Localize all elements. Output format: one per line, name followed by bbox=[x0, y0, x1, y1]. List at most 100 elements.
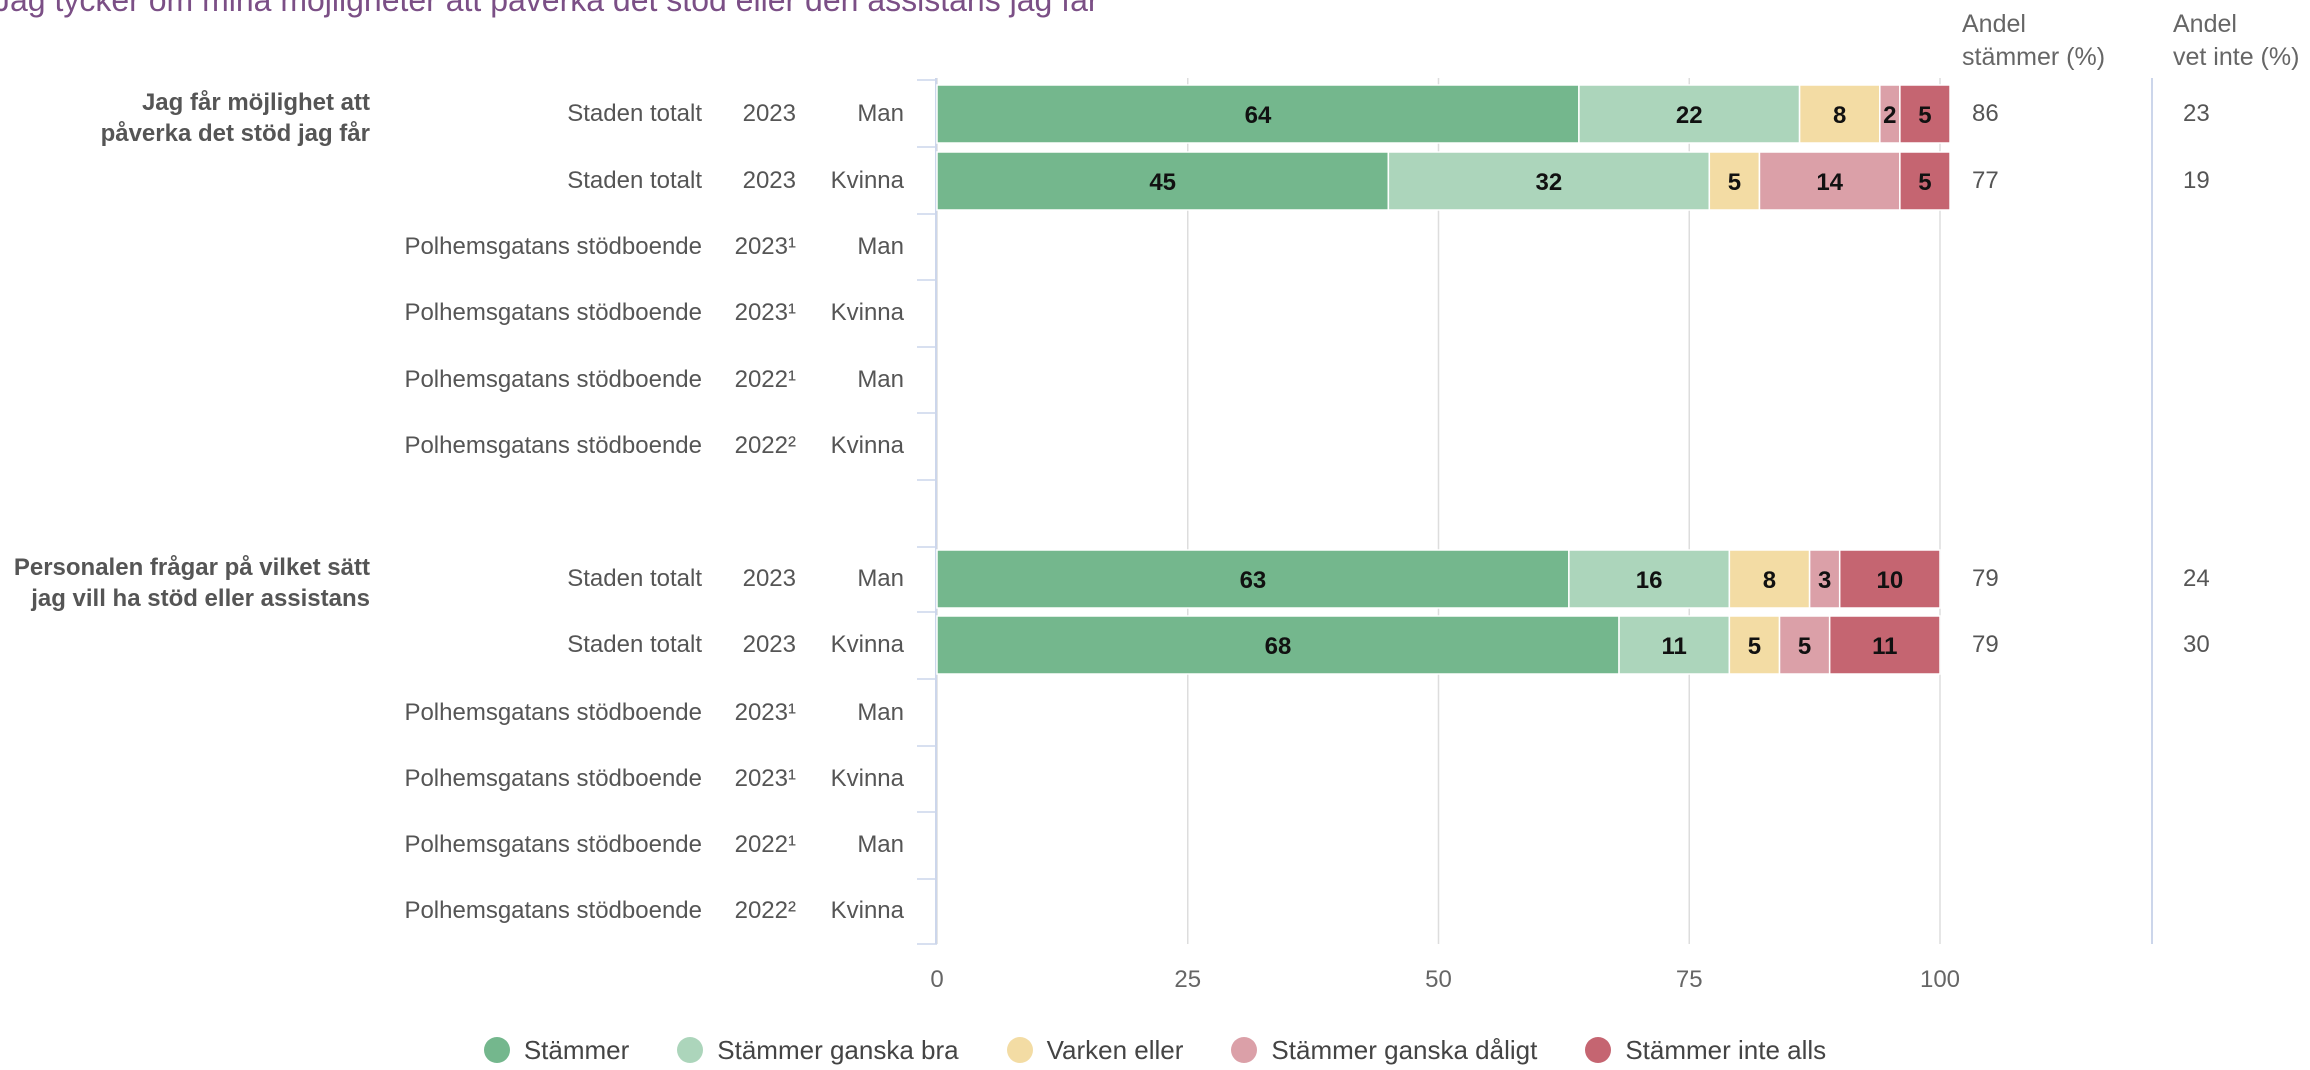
row-label-gender: Man bbox=[857, 233, 904, 260]
row-label-gender: Man bbox=[857, 565, 904, 592]
row-label-unit: Staden totalt bbox=[567, 167, 702, 194]
legend-marker bbox=[1006, 1037, 1033, 1063]
legend-item-stammer[interactable]: Stämmer bbox=[483, 1035, 629, 1066]
x-tick-label: 0 bbox=[930, 966, 943, 993]
row-label-gender: Kvinna bbox=[830, 765, 904, 792]
row-label-gender: Man bbox=[857, 100, 904, 127]
legend: Stämmer Stämmer ganska bra Varken eller … bbox=[0, 1030, 2310, 1070]
bar-data-label: 3 bbox=[1818, 567, 1831, 594]
bar-segment bbox=[1387, 151, 1711, 211]
row-label-gender: Kvinna bbox=[830, 432, 904, 459]
legend-marker bbox=[1585, 1037, 1612, 1063]
row-label-unit: Polhemsgatans stödboende bbox=[404, 699, 702, 726]
stat-andel-vet-inte: 30 bbox=[2183, 631, 2210, 658]
row-label-year: 2023 bbox=[742, 631, 796, 658]
bar-data-label: 8 bbox=[1833, 102, 1846, 129]
row-label-unit: Polhemsgatans stödboende bbox=[404, 765, 702, 792]
row-label-year: 2023 bbox=[742, 100, 796, 127]
legend-label: Stämmer ganska dåligt bbox=[1271, 1034, 1538, 1065]
question-title-line: Personalen frågar på vilket sätt bbox=[13, 554, 370, 581]
bar-data-label: 5 bbox=[1728, 169, 1741, 196]
row-label-gender: Kvinna bbox=[830, 897, 904, 924]
column-header-line: Andel bbox=[2173, 10, 2237, 38]
bar-segment bbox=[1778, 615, 1831, 675]
row-label-gender: Man bbox=[857, 831, 904, 858]
row-label-year: 2022¹ bbox=[734, 831, 796, 858]
row-label-year: 2023 bbox=[742, 167, 796, 194]
bar-segment bbox=[1568, 549, 1731, 609]
bar-data-label: 16 bbox=[1636, 567, 1663, 594]
bar-data-label: 32 bbox=[1535, 169, 1562, 196]
row-label-year: 2022² bbox=[734, 432, 796, 459]
legend-item-stammer-inte-alls[interactable]: Stämmer inte alls bbox=[1585, 1035, 1826, 1066]
bar-data-label: 5 bbox=[1918, 169, 1931, 196]
bar-segment bbox=[1828, 615, 1941, 675]
row-label-year: 2023¹ bbox=[734, 299, 796, 326]
bar-segment bbox=[1838, 549, 1941, 609]
row-label-year: 2023 bbox=[742, 565, 796, 592]
column-header-line: stämmer (%) bbox=[1962, 43, 2106, 71]
column-header-andel-vet-inte: Andel vet inte (%) bbox=[2173, 8, 2299, 74]
legend-item-stammer-ganska-bra[interactable]: Stämmer ganska bra bbox=[677, 1035, 959, 1066]
legend-item-stammer-ganska-daligt[interactable]: Stämmer ganska dåligt bbox=[1231, 1035, 1537, 1066]
bar-data-label: 14 bbox=[1816, 169, 1843, 196]
row-label-unit: Staden totalt bbox=[567, 100, 702, 127]
bar-segment bbox=[1708, 151, 1761, 211]
row-label-unit: Polhemsgatans stödboende bbox=[404, 233, 702, 260]
bar-data-label: 22 bbox=[1676, 102, 1703, 129]
stat-andel-stammer: 77 bbox=[1972, 167, 1999, 194]
bar-data-label: 63 bbox=[1240, 567, 1267, 594]
column-header-line: Andel bbox=[1962, 10, 2026, 38]
row-label-unit: Staden totalt bbox=[567, 631, 702, 658]
bar-segment bbox=[1728, 549, 1811, 609]
bar-data-label: 5 bbox=[1748, 633, 1761, 660]
legend-marker bbox=[1231, 1037, 1258, 1063]
question-title: Jag får möjlighet att påverka det stöd ja… bbox=[10, 87, 370, 149]
bar-data-label: 10 bbox=[1876, 567, 1903, 594]
bar-segment bbox=[936, 151, 1390, 211]
row-label-year: 2022¹ bbox=[734, 366, 796, 393]
row-label-unit: Polhemsgatans stödboende bbox=[404, 366, 702, 393]
stat-andel-vet-inte: 24 bbox=[2183, 565, 2210, 592]
row-label-unit: Polhemsgatans stödboende bbox=[404, 831, 702, 858]
legend-marker bbox=[677, 1037, 704, 1063]
legend-label: Varken eller bbox=[1046, 1034, 1184, 1065]
row-label-unit: Polhemsgatans stödboende bbox=[404, 299, 702, 326]
bar-data-label: 5 bbox=[1798, 633, 1811, 660]
stat-andel-stammer: 79 bbox=[1972, 565, 1999, 592]
row-label-gender: Man bbox=[857, 366, 904, 393]
bar-data-label: 8 bbox=[1763, 567, 1776, 594]
question-title-line: Jag får möjlighet att bbox=[141, 89, 370, 116]
bar-segment bbox=[1899, 151, 1951, 211]
bar-data-label: 68 bbox=[1265, 633, 1292, 660]
legend-marker bbox=[483, 1037, 510, 1063]
row-label-gender: Kvinna bbox=[830, 167, 904, 194]
row-label-year: 2023¹ bbox=[734, 233, 796, 260]
stat-andel-vet-inte: 23 bbox=[2183, 100, 2210, 127]
bar-segment bbox=[1798, 84, 1881, 144]
stat-andel-vet-inte: 19 bbox=[2183, 167, 2210, 194]
stat-andel-stammer: 79 bbox=[1972, 631, 1999, 658]
bar-segment bbox=[1728, 615, 1781, 675]
legend-label: Stämmer inte alls bbox=[1625, 1034, 1827, 1065]
bar-data-label: 2 bbox=[1883, 102, 1896, 129]
bar-segment bbox=[936, 615, 1620, 675]
bar-data-label: 5 bbox=[1918, 102, 1931, 129]
bar-data-label: 45 bbox=[1149, 169, 1176, 196]
bar-data-label: 64 bbox=[1245, 102, 1272, 129]
bar-segment bbox=[1578, 84, 1801, 144]
question-title-line: påverka det stöd jag får bbox=[100, 120, 370, 147]
row-label-unit: Polhemsgatans stödboende bbox=[404, 897, 702, 924]
row-label-gender: Man bbox=[857, 699, 904, 726]
row-label-year: 2022² bbox=[734, 897, 796, 924]
bar-data-label: 11 bbox=[1872, 633, 1897, 660]
bar-segment bbox=[1899, 84, 1951, 144]
x-tick-label: 50 bbox=[1425, 966, 1452, 993]
stat-andel-stammer: 86 bbox=[1972, 100, 1999, 127]
question-title: Personalen frågar på vilket sätt jag vill… bbox=[10, 552, 370, 614]
row-label-year: 2023¹ bbox=[734, 699, 796, 726]
legend-item-varken-eller[interactable]: Varken eller bbox=[1006, 1034, 1184, 1066]
row-label-unit: Staden totalt bbox=[567, 565, 702, 592]
bar-segment bbox=[936, 84, 1580, 144]
